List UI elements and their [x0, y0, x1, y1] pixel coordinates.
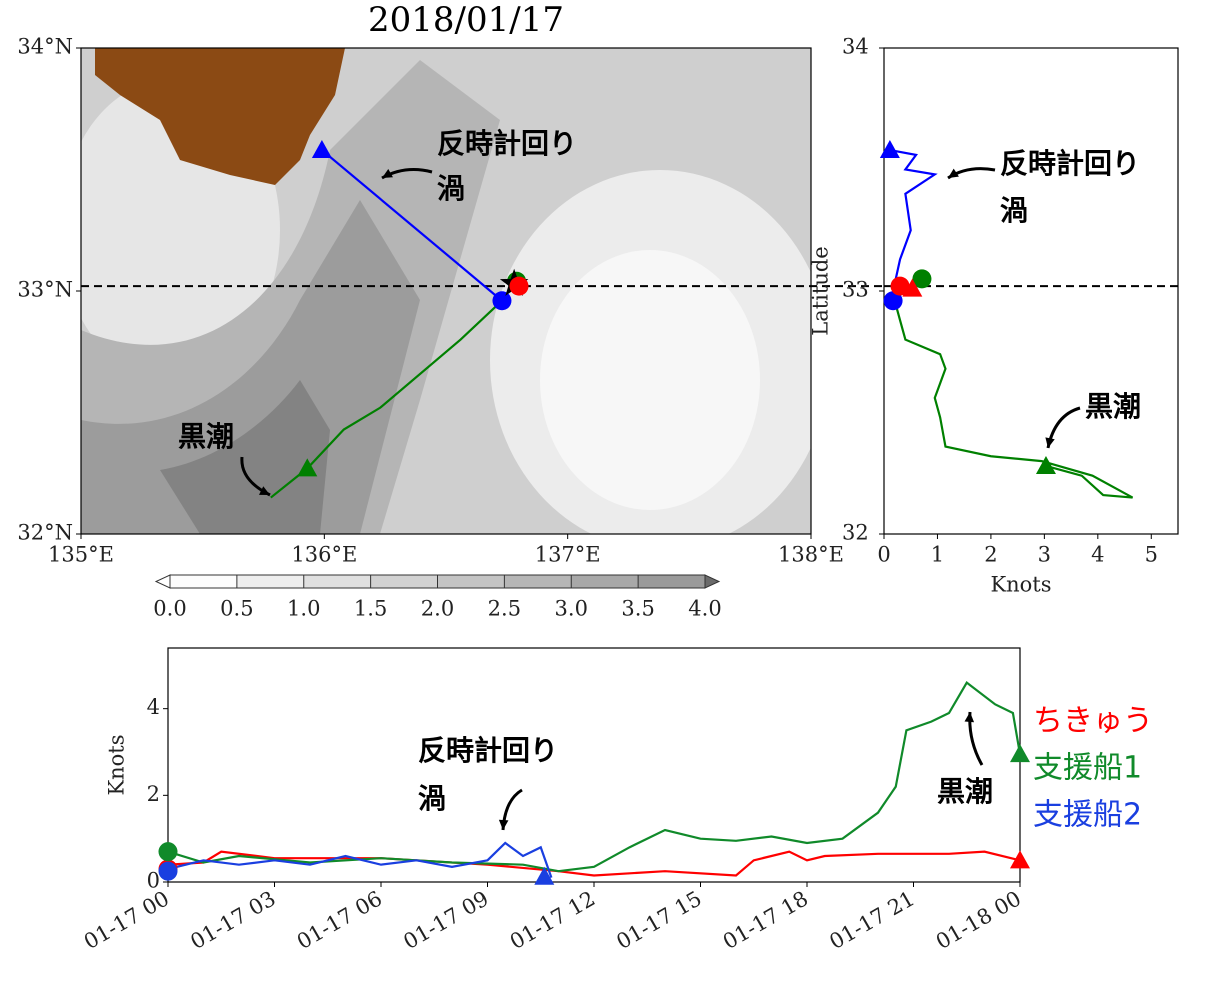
x-tick-label: 01-17 09: [399, 886, 492, 954]
legend-entry: 支援船1: [1033, 751, 1142, 786]
x-tick-label: 01-18 00: [932, 886, 1025, 954]
triangle-marker: [311, 140, 332, 159]
colorbar-tick-label: 3.5: [621, 597, 654, 621]
y-axis-label: Knots: [105, 734, 129, 795]
colorbar-level: [170, 575, 237, 588]
track-line: [893, 300, 1134, 499]
x-tick-label: 135°E: [48, 543, 114, 567]
colorbar-level: [437, 575, 505, 588]
colorbar-tick-label: 2.5: [488, 597, 521, 621]
annotation: 反時計回り: [418, 734, 558, 767]
x-tick-label: 01-17 03: [186, 886, 279, 954]
y-tick-label: 32: [842, 521, 869, 545]
x-tick-label: 01-17 15: [612, 886, 705, 954]
arrow-head: [259, 486, 270, 495]
arrow-head: [382, 168, 393, 178]
colorbar-extend: [704, 574, 721, 589]
colorbar-extend: [154, 574, 171, 589]
x-tick-label: 3: [1038, 543, 1051, 567]
annotation: 渦: [418, 782, 446, 815]
y-tick-label: 33°N: [17, 278, 73, 302]
y-tick-label: 33: [842, 278, 869, 302]
triangle-marker: [297, 458, 318, 477]
track-line: [889, 148, 938, 299]
colorbar-level: [504, 575, 572, 588]
x-tick-label: 2: [984, 543, 997, 567]
x-tick-label: 136°E: [291, 543, 357, 567]
track-line: [167, 681, 1022, 873]
colorbar-level: [638, 575, 705, 588]
x-tick-label: 01-17 00: [80, 886, 173, 954]
map-background: [81, 48, 811, 534]
y-tick-label: 32°N: [17, 521, 73, 545]
colorbar-tick-label: 1.5: [354, 597, 387, 621]
colorbar-level: [236, 575, 304, 588]
colorbar-tick-label: 2.0: [421, 597, 454, 621]
colorbar-tick-label: 1.0: [287, 597, 320, 621]
triangle-marker: [1010, 850, 1030, 869]
arrow-head: [964, 712, 975, 723]
triangle-marker: [1035, 455, 1056, 474]
legend-entry: 支援船2: [1033, 798, 1142, 833]
colorbar-level: [303, 575, 371, 588]
colorbar-level: [370, 575, 438, 588]
plot-frame: [167, 647, 1021, 883]
annotation-arrow: [1046, 406, 1081, 449]
colorbar-tick-label: 4.0: [688, 597, 721, 621]
x-tick-label: 1: [931, 543, 944, 567]
triangle-marker: [1010, 744, 1030, 763]
track-line: [167, 850, 1021, 877]
colorbar-tick-label: 0.5: [220, 597, 253, 621]
track-line: [167, 841, 553, 879]
x-axis-label: Knots: [990, 573, 1051, 597]
arrow-head: [948, 168, 959, 178]
y-tick-label: 2: [147, 782, 160, 806]
circle-marker: [158, 861, 178, 881]
colorbar-level: [571, 575, 639, 588]
annotation: 黒潮: [1085, 390, 1141, 423]
triangle-marker: [879, 140, 900, 159]
circle-marker: [492, 291, 512, 311]
circle-marker: [883, 291, 903, 311]
track-line: [321, 149, 503, 302]
y-axis-label: Latitude: [809, 246, 833, 335]
y-tick-label: 0: [147, 869, 160, 893]
chart-title: 2018/01/17: [368, 0, 564, 40]
y-tick-label: 34: [842, 35, 869, 59]
x-tick-label: 0: [877, 543, 890, 567]
arrow-head: [498, 819, 509, 830]
annotation: 黒潮: [178, 420, 234, 453]
arrow-head: [1045, 437, 1055, 448]
annotation: 反時計回り: [437, 127, 577, 160]
annotation: 反時計回り: [1000, 147, 1140, 180]
x-tick-label: 5: [1145, 543, 1158, 567]
y-tick-label: 34°N: [17, 35, 73, 59]
circle-marker: [912, 269, 932, 289]
x-tick-label: 01-17 21: [825, 886, 918, 954]
x-tick-label: 01-17 18: [719, 886, 812, 954]
circle-marker: [158, 842, 178, 862]
circle-marker: [509, 276, 529, 296]
plot-frame: [80, 47, 812, 535]
colorbar-tick-label: 3.0: [555, 597, 588, 621]
colorbar-tick-label: 0.0: [153, 597, 186, 621]
annotation: 渦: [437, 172, 465, 205]
legend-entry: ちきゅう: [1033, 704, 1153, 739]
triangle-marker: [534, 866, 555, 885]
plot-frame: [883, 47, 1179, 535]
x-tick-label: 137°E: [535, 543, 601, 567]
annotation: 黒潮: [937, 775, 993, 808]
x-tick-label: 4: [1091, 543, 1104, 567]
x-tick-label: 138°E: [778, 543, 844, 567]
x-tick-label: 01-17 12: [506, 886, 599, 954]
x-tick-label: 01-17 06: [293, 886, 386, 954]
circle-marker: [890, 276, 910, 296]
y-tick-label: 4: [147, 695, 160, 719]
annotation: 渦: [1000, 194, 1028, 227]
